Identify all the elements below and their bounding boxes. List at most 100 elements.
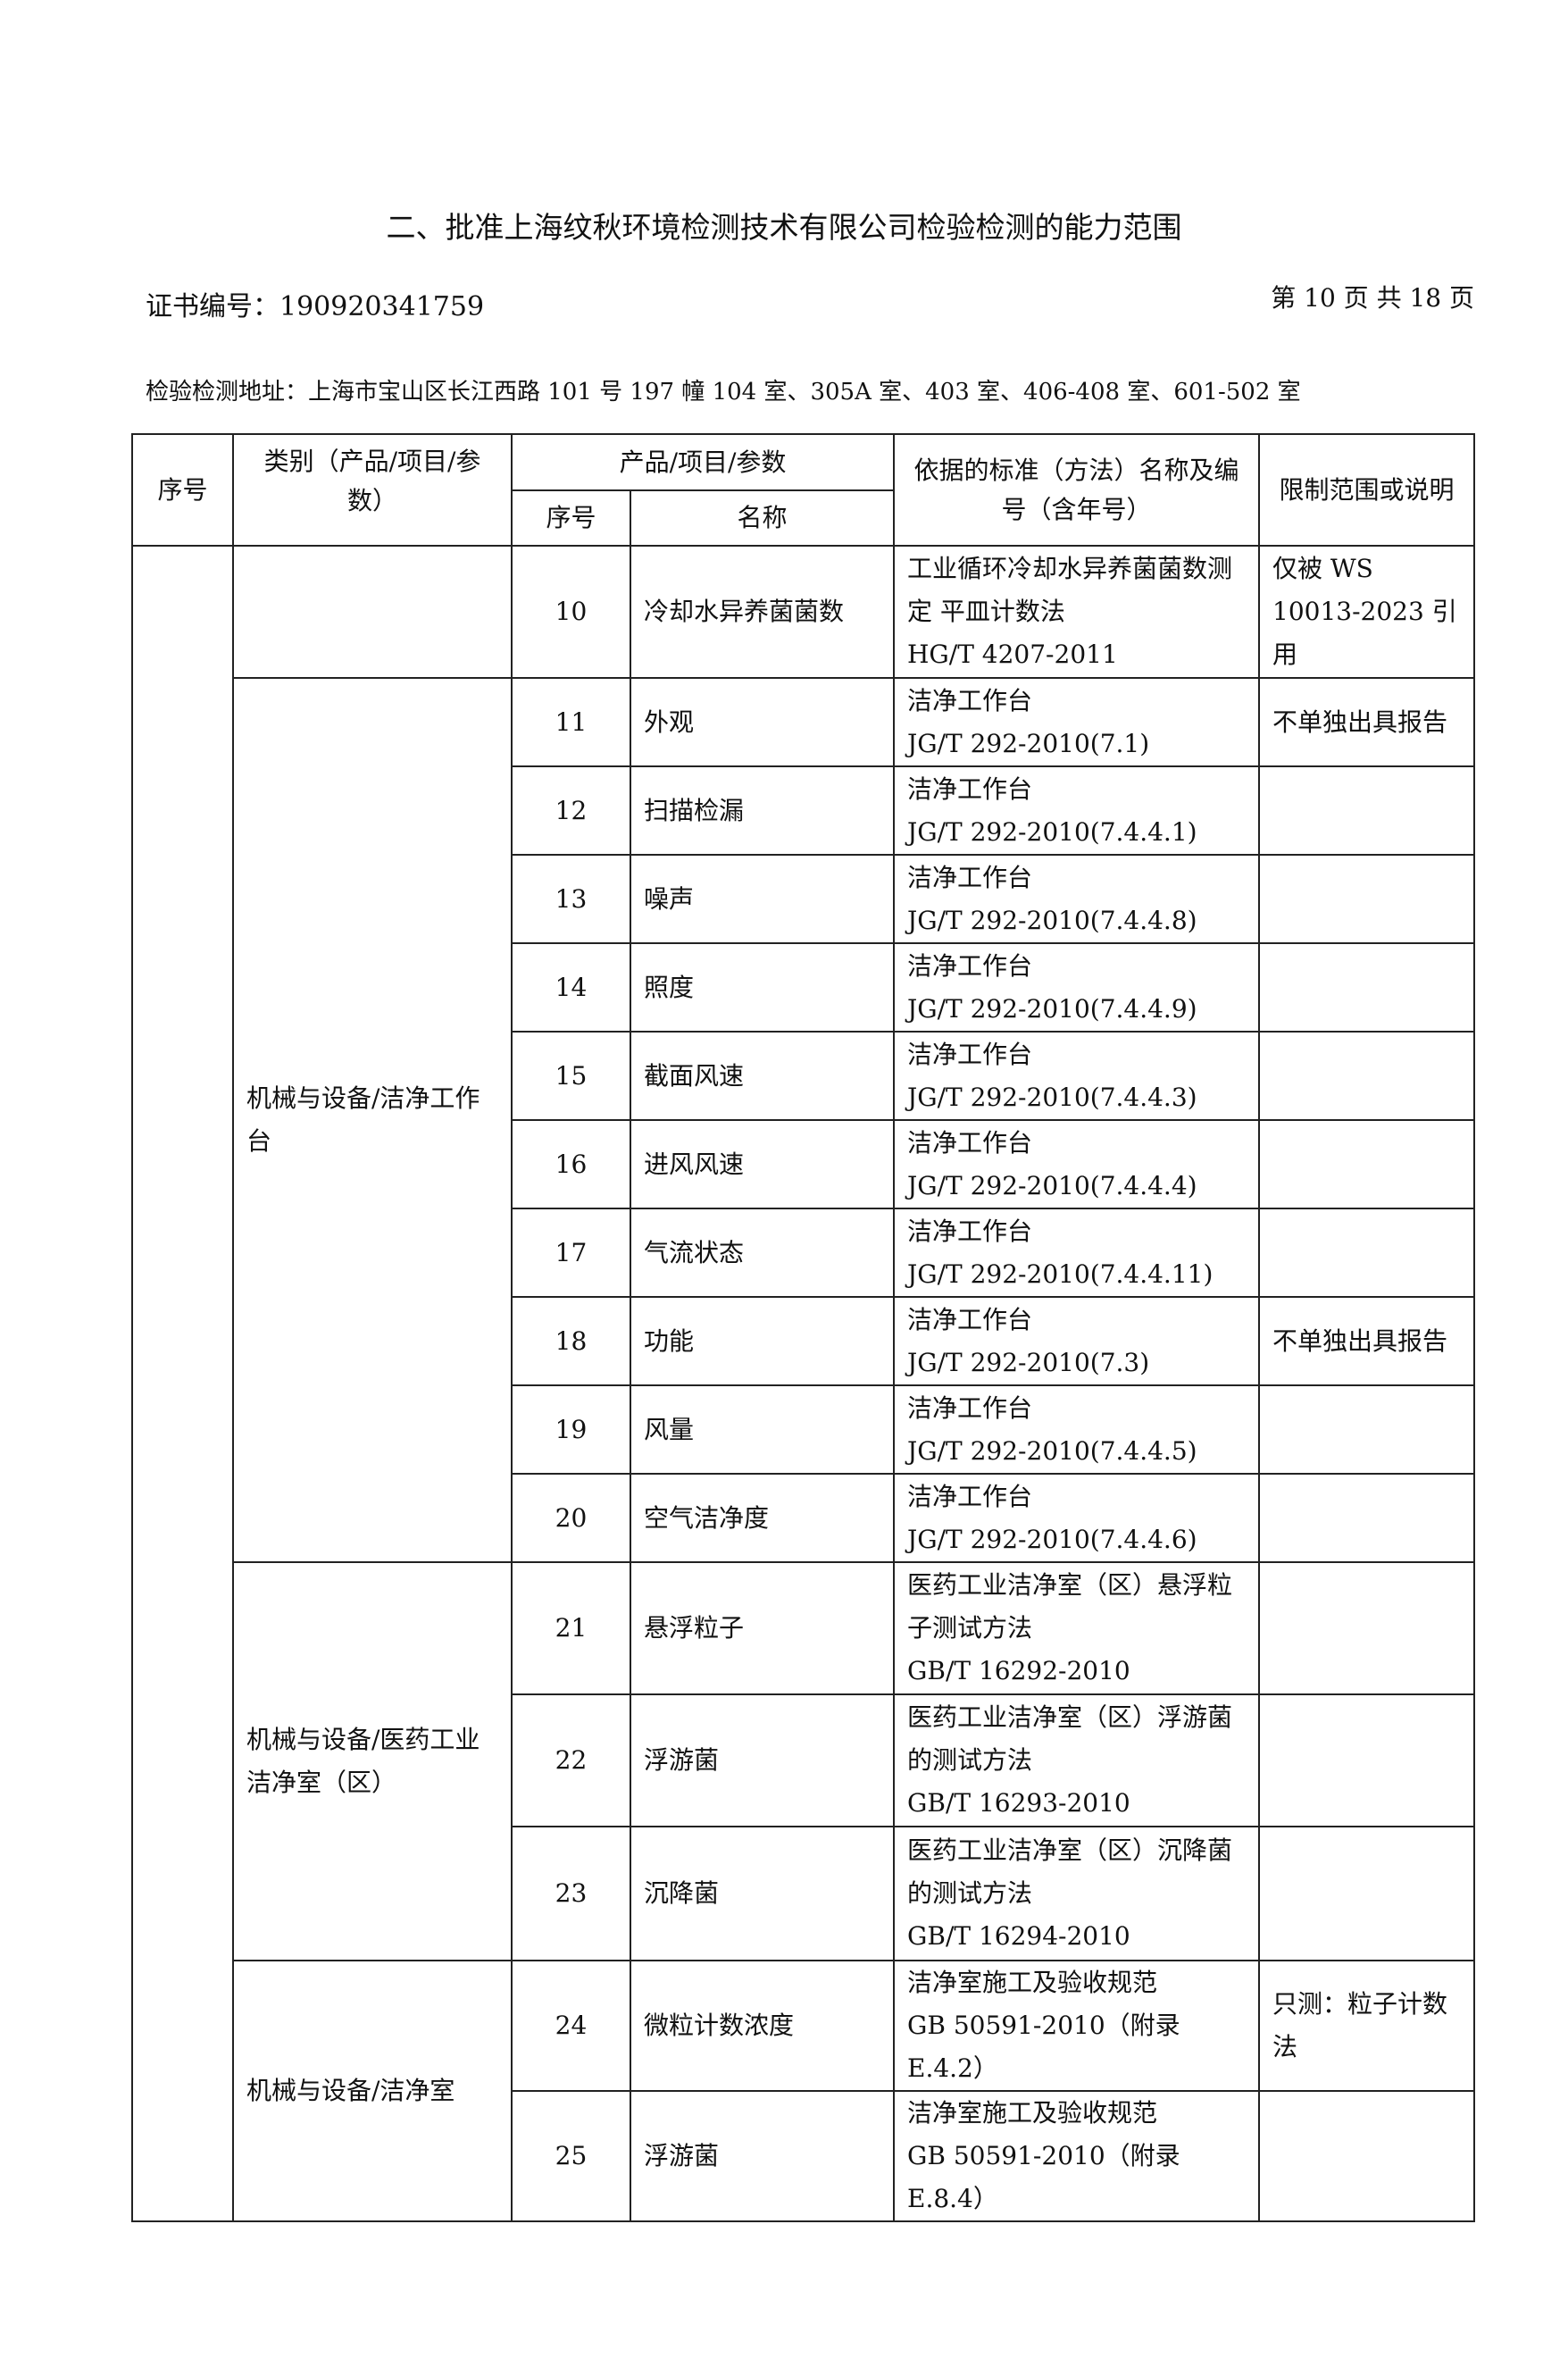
item-name: 浮游菌 (630, 1693, 895, 1827)
standard-line: 洁净工作台 (907, 1127, 1033, 1158)
table-row: 13 噪声 洁净工作台 JG/T 292-2010(7.4.4.8) (132, 854, 1475, 944)
standard-cell: 洁净工作台 JG/T 292-2010(7.4.4.3) (893, 1031, 1260, 1121)
standard-line: GB/T 16292-2010 (907, 1656, 1130, 1685)
standard-line: 洁净工作台 (907, 773, 1033, 804)
table-row: 19 风量 洁净工作台 JG/T 292-2010(7.4.4.5) (132, 1384, 1475, 1475)
standard-cell: 洁净工作台 JG/T 292-2010(7.1) (893, 677, 1260, 767)
header-standard: 依据的标准（方法）名称及编号（含年号） (893, 433, 1260, 547)
table-row: 12 扫描检漏 洁净工作台 JG/T 292-2010(7.4.4.1) (132, 765, 1475, 856)
limit-cell (1258, 1561, 1475, 1695)
item-number: 16 (511, 1119, 631, 1209)
standard-cell: 工业循环冷却水异养菌菌数测定 平皿计数法 HG/T 4207-2011 (893, 545, 1260, 679)
standard-line: GB/T 16294-2010 (907, 1921, 1130, 1951)
item-name: 截面风速 (630, 1031, 895, 1121)
limit-cell (1258, 854, 1475, 944)
standard-line: GB 50591-2010（附录 E.8.4） (907, 2141, 1180, 2213)
standard-line: 洁净工作台 (907, 862, 1033, 892)
standard-line: 洁净工作台 (907, 1304, 1033, 1334)
item-number: 13 (511, 854, 631, 944)
standard-cell: 洁净工作台 JG/T 292-2010(7.4.4.4) (893, 1119, 1260, 1209)
standard-cell: 洁净工作台 JG/T 292-2010(7.4.4.8) (893, 854, 1260, 944)
item-number: 20 (511, 1473, 631, 1563)
standard-line: 工业循环冷却水异养菌菌数测定 平皿计数法 (907, 554, 1233, 626)
header-category: 类别（产品/项目/参数） (232, 433, 513, 547)
standard-line: 洁净工作台 (907, 950, 1033, 981)
item-number: 18 (511, 1296, 631, 1386)
standard-line: 洁净室施工及验收规范 (907, 1968, 1158, 1997)
item-name: 噪声 (630, 854, 895, 944)
item-name: 悬浮粒子 (630, 1561, 895, 1695)
page-number: 第 10 页 共 18 页 (1271, 283, 1474, 313)
standard-line: 洁净工作台 (907, 1481, 1033, 1511)
item-number: 21 (511, 1561, 631, 1695)
header-product: 产品/项目/参数 (511, 433, 895, 491)
standard-cell: 洁净工作台 JG/T 292-2010(7.4.4.5) (893, 1384, 1260, 1475)
table-row: 机械与设备/医药工业洁净室（区） 21 悬浮粒子 医药工业洁净室（区）悬浮粒子测试方法… (132, 1561, 1475, 1961)
standard-line: 洁净工作台 (907, 1392, 1033, 1423)
standard-line: 医药工业洁净室（区）浮游菌的测试方法 (907, 1702, 1233, 1775)
standard-line: GB 50591-2010（附录 E.4.2） (907, 2011, 1180, 2083)
certificate-number: 证书编号：190920341759 (146, 291, 485, 322)
standard-cell: 洁净工作台 JG/T 292-2010(7.4.4.9) (893, 942, 1260, 1033)
document-title: 二、批准上海纹秋环境检测技术有限公司检验检测的能力范围 (386, 210, 1182, 245)
standard-line: JG/T 292-2010(7.4.4.6) (907, 1524, 1197, 1554)
standard-line: 医药工业洁净室（区）沉降菌的测试方法 (907, 1835, 1233, 1908)
standard-cell: 洁净工作台 JG/T 292-2010(7.4.4.11) (893, 1208, 1260, 1298)
standard-cell: 医药工业洁净室（区）沉降菌的测试方法 GB/T 16294-2010 (893, 1826, 1260, 1961)
item-number: 22 (511, 1693, 631, 1827)
item-number: 24 (511, 1960, 631, 2092)
category-cell: 机械与设备/洁净工作台 (232, 677, 513, 1563)
table-row: 机械与设备/洁净工作台 11 外观 洁净工作台 JG/T 292-2010(7.1) 不单… (132, 677, 1475, 1563)
item-name: 功能 (630, 1296, 895, 1386)
item-number: 14 (511, 942, 631, 1033)
item-name: 外观 (630, 677, 895, 767)
item-name: 浮游菌 (630, 2090, 895, 2222)
standard-cell: 洁净工作台 JG/T 292-2010(7.3) (893, 1296, 1260, 1386)
item-number: 11 (511, 677, 631, 767)
header-sub-seq: 序号 (511, 489, 631, 547)
standard-line: JG/T 292-2010(7.4.4.8) (907, 905, 1197, 935)
standard-line: HG/T 4207-2011 (907, 640, 1118, 669)
item-name: 进风风速 (630, 1119, 895, 1209)
standard-line: JG/T 292-2010(7.4.4.3) (907, 1082, 1197, 1112)
item-name: 气流状态 (630, 1208, 895, 1298)
limit-cell: 只测：粒子计数法 (1258, 1960, 1475, 2092)
item-number: 23 (511, 1826, 631, 1961)
standard-line: JG/T 292-2010(7.4.4.11) (907, 1258, 1214, 1289)
limit-cell: 仅被 WS 10013-2023 引用 (1258, 545, 1475, 679)
header-seq: 序号 (131, 433, 234, 547)
standard-cell: 洁净工作台 JG/T 292-2010(7.4.4.6) (893, 1473, 1260, 1563)
limit-cell (1258, 1208, 1475, 1298)
item-name: 照度 (630, 942, 895, 1033)
limit-cell (1258, 942, 1475, 1033)
item-number: 10 (511, 545, 631, 679)
standard-line: 洁净工作台 (907, 685, 1033, 715)
header-sub-name: 名称 (630, 489, 895, 547)
item-number: 19 (511, 1384, 631, 1475)
limit-cell: 不单独出具报告 (1258, 677, 1475, 767)
item-number: 12 (511, 765, 631, 856)
table-row: 15 截面风速 洁净工作台 JG/T 292-2010(7.4.4.3) (132, 1031, 1475, 1121)
item-name: 微粒计数浓度 (630, 1960, 895, 2092)
standard-line: JG/T 292-2010(7.1) (907, 728, 1150, 758)
capability-table: 序号 类别（产品/项目/参数） 产品/项目/参数 依据的标准（方法）名称及编号（… (131, 433, 1475, 2222)
table-row: 25 浮游菌 洁净室施工及验收规范 GB 50591-2010（附录 E.8.4） (132, 2090, 1475, 2222)
limit-cell (1258, 765, 1475, 856)
standard-cell: 医药工业洁净室（区）悬浮粒子测试方法 GB/T 16292-2010 (893, 1561, 1260, 1695)
limit-cell: 不单独出具报告 (1258, 1296, 1475, 1386)
table-row: 10 冷却水异养菌菌数 工业循环冷却水异养菌菌数测定 平皿计数法 HG/T 4207-… (131, 545, 1475, 2222)
table-row: 18 功能 洁净工作台 JG/T 292-2010(7.3) 不单独出具报告 (132, 1296, 1475, 1386)
category-cell: 机械与设备/洁净室 (232, 1960, 513, 2222)
item-name: 风量 (630, 1384, 895, 1475)
item-number: 15 (511, 1031, 631, 1121)
standard-cell: 医药工业洁净室（区）浮游菌的测试方法 GB/T 16293-2010 (893, 1693, 1260, 1827)
standard-line: JG/T 292-2010(7.4.4.9) (907, 993, 1197, 1024)
item-name: 扫描检漏 (630, 765, 895, 856)
standard-cell: 洁净工作台 JG/T 292-2010(7.4.4.1) (893, 765, 1260, 856)
table-row: 23 沉降菌 医药工业洁净室（区）沉降菌的测试方法 GB/T 16294-2010 (132, 1826, 1475, 1961)
category-cell (232, 545, 513, 679)
standard-line: JG/T 292-2010(7.4.4.4) (907, 1170, 1197, 1200)
standard-line: JG/T 292-2010(7.4.4.5) (907, 1435, 1197, 1466)
category-cell: 机械与设备/医药工业洁净室（区） (232, 1561, 513, 1961)
item-number: 17 (511, 1208, 631, 1298)
